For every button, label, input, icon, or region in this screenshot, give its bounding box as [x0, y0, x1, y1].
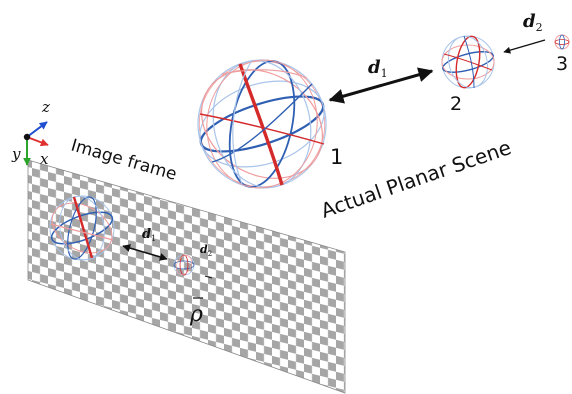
- image-sphere-3: [204, 275, 213, 279]
- scene-d2-label: d2: [523, 11, 543, 34]
- image-plane: [27, 159, 346, 394]
- image-d2-label: d2: [200, 243, 212, 258]
- camera-axes: z y x: [11, 98, 50, 168]
- scene-d2-arrow: [503, 39, 546, 54]
- svg-text:ρ: ρ: [189, 302, 203, 327]
- scene-sphere-2: [441, 35, 495, 89]
- sphere-1-number: 1: [330, 145, 343, 169]
- image-d1-label: d1: [142, 227, 156, 243]
- rho-label: ρ: [189, 297, 203, 327]
- image-d1-arrow: [122, 244, 168, 261]
- axis-x-arrow: [26, 136, 49, 147]
- scene-sphere-1: [197, 59, 327, 189]
- camera-origin: [23, 133, 31, 141]
- image-sphere-1: [49, 195, 115, 261]
- axis-z-arrow: [26, 121, 48, 138]
- axis-z-label: z: [41, 98, 50, 116]
- axis-x-label: x: [40, 150, 49, 168]
- scene-d1-arrow: [328, 67, 434, 104]
- actual-scene-label: Actual Planar Scene: [318, 135, 514, 223]
- scene-d1-label: d1: [368, 57, 388, 80]
- sphere-3-number: 3: [556, 53, 568, 75]
- scene-sphere-3: [554, 34, 570, 50]
- sphere-2-number: 2: [450, 93, 462, 115]
- image-sphere-2: [173, 254, 195, 276]
- axis-y-label: y: [11, 145, 21, 163]
